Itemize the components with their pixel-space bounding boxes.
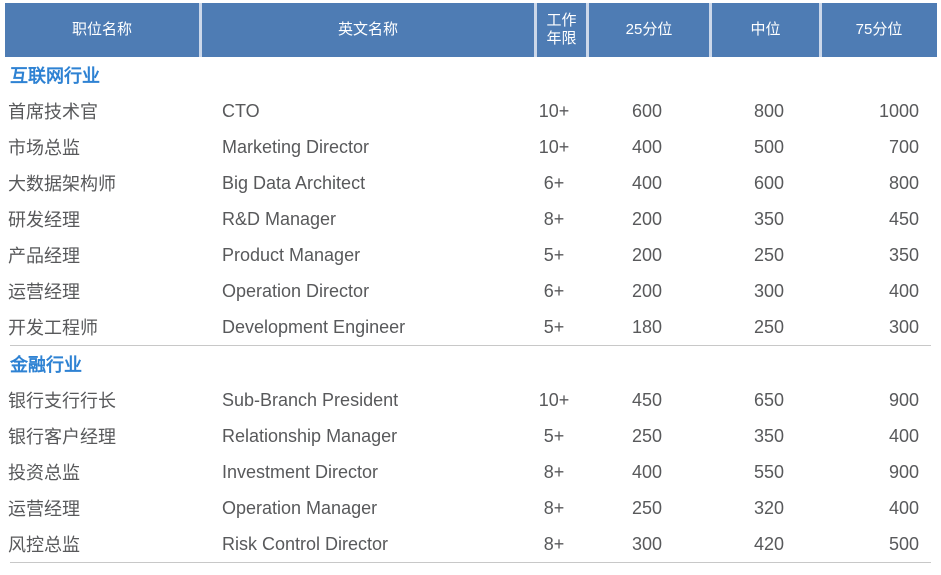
cell-median: 250 <box>753 244 784 265</box>
table-row: 银行客户经理 Relationship Manager 5+ 250 350 400 <box>0 418 941 454</box>
section-divider <box>10 562 931 563</box>
column-header-work_years: 工作 年限 <box>537 3 589 57</box>
column-header-p25: 25分位 <box>589 3 712 57</box>
cell-median: 650 <box>753 389 784 410</box>
cell-median: 320 <box>753 497 784 518</box>
table-body: 互联网行业首席技术官 CTO 10+ 600 800 1000 市场总监 Marketing … <box>0 57 941 563</box>
cell-english-name: CTO <box>222 100 260 121</box>
cell-median: 350 <box>753 425 784 446</box>
cell-work-years: 5+ <box>543 244 565 265</box>
cell-median: 500 <box>753 136 784 157</box>
cell-english-name: R&D Manager <box>222 208 337 229</box>
cell-median: 420 <box>753 533 784 554</box>
column-header-position: 职位名称 <box>5 3 202 57</box>
cell-p75: 700 <box>888 136 919 157</box>
cell-position: 市场总监 <box>8 138 80 158</box>
column-header-median: 中位 <box>712 3 822 57</box>
cell-p75: 400 <box>888 280 919 301</box>
table-row: 投资总监 Investment Director 8+ 400 550 900 <box>0 454 941 490</box>
column-header-p75: 75分位 <box>855 21 903 38</box>
table-row: 银行支行行长 Sub-Branch President 10+ 450 650 900 <box>0 382 941 418</box>
cell-p25: 200 <box>631 244 662 265</box>
cell-p75: 400 <box>888 425 919 446</box>
cell-p75: 1000 <box>878 100 919 121</box>
cell-work-years: 8+ <box>543 497 565 518</box>
table-row: 大数据架构师 Big Data Architect 6+ 400 600 800 <box>0 165 941 201</box>
cell-p25: 200 <box>631 280 662 301</box>
cell-work-years: 10+ <box>538 389 570 410</box>
table-row: 产品经理 Product Manager 5+ 200 250 350 <box>0 237 941 273</box>
cell-median: 600 <box>753 172 784 193</box>
cell-median: 550 <box>753 461 784 482</box>
cell-english-name: Marketing Director <box>222 136 370 157</box>
cell-median: 250 <box>753 316 784 337</box>
cell-p25: 250 <box>631 425 662 446</box>
cell-english-name: Big Data Architect <box>222 172 366 193</box>
cell-work-years: 10+ <box>538 100 570 121</box>
cell-p75: 450 <box>888 208 919 229</box>
section-divider <box>10 345 931 346</box>
cell-p75: 800 <box>888 172 919 193</box>
cell-p75: 900 <box>888 389 919 410</box>
cell-english-name: Investment Director <box>222 461 379 482</box>
cell-p25: 600 <box>631 100 662 121</box>
table-row: 首席技术官 CTO 10+ 600 800 1000 <box>0 93 941 129</box>
cell-english-name: Product Manager <box>222 244 361 265</box>
cell-p75: 900 <box>888 461 919 482</box>
cell-position: 首席技术官 <box>8 102 98 122</box>
cell-position: 投资总监 <box>8 463 80 483</box>
cell-p25: 300 <box>631 533 662 554</box>
section-title: 互联网行业 <box>10 66 100 86</box>
cell-position: 大数据架构师 <box>8 174 116 194</box>
cell-p25: 250 <box>631 497 662 518</box>
cell-p75: 350 <box>888 244 919 265</box>
cell-p25: 180 <box>631 316 662 337</box>
cell-p25: 400 <box>631 461 662 482</box>
cell-english-name: Operation Director <box>222 280 370 301</box>
cell-english-name: Development Engineer <box>222 316 406 337</box>
cell-english-name: Sub-Branch President <box>222 389 399 410</box>
cell-position: 运营经理 <box>8 282 80 302</box>
cell-p75: 300 <box>888 316 919 337</box>
cell-position: 产品经理 <box>8 246 80 266</box>
cell-p25: 200 <box>631 208 662 229</box>
cell-p75: 500 <box>888 533 919 554</box>
cell-p25: 400 <box>631 136 662 157</box>
cell-median: 800 <box>753 100 784 121</box>
table-header-row: 职位名称 英文名称 工作 年限 25分位 中位 75分位 <box>5 3 937 57</box>
cell-work-years: 5+ <box>543 316 565 337</box>
cell-p25: 450 <box>631 389 662 410</box>
cell-work-years: 8+ <box>543 533 565 554</box>
cell-median: 350 <box>753 208 784 229</box>
cell-position: 银行支行行长 <box>8 391 116 411</box>
table-row: 市场总监 Marketing Director 10+ 400 500 700 <box>0 129 941 165</box>
table-row: 开发工程师 Development Engineer 5+ 180 250 300 <box>0 309 941 345</box>
cell-p25: 400 <box>631 172 662 193</box>
cell-p75: 400 <box>888 497 919 518</box>
table-row: 运营经理 Operation Manager 8+ 250 320 400 <box>0 490 941 526</box>
cell-position: 风控总监 <box>8 535 80 555</box>
cell-english-name: Risk Control Director <box>222 533 389 554</box>
cell-position: 开发工程师 <box>8 318 98 338</box>
cell-work-years: 8+ <box>543 208 565 229</box>
cell-position: 运营经理 <box>8 499 80 519</box>
table-row: 研发经理 R&D Manager 8+ 200 350 450 <box>0 201 941 237</box>
column-header-english_name: 英文名称 <box>202 3 537 57</box>
cell-english-name: Relationship Manager <box>222 425 398 446</box>
cell-english-name: Operation Manager <box>222 497 378 518</box>
table-row: 风控总监 Risk Control Director 8+ 300 420 500 <box>0 526 941 562</box>
cell-work-years: 10+ <box>538 136 570 157</box>
section-title: 金融行业 <box>10 355 82 375</box>
cell-work-years: 8+ <box>543 461 565 482</box>
cell-work-years: 6+ <box>543 280 565 301</box>
cell-position: 银行客户经理 <box>8 427 116 447</box>
table-row: 运营经理 Operation Director 6+ 200 300 400 <box>0 273 941 309</box>
cell-work-years: 6+ <box>543 172 565 193</box>
cell-median: 300 <box>753 280 784 301</box>
cell-position: 研发经理 <box>8 210 80 230</box>
cell-work-years: 5+ <box>543 425 565 446</box>
